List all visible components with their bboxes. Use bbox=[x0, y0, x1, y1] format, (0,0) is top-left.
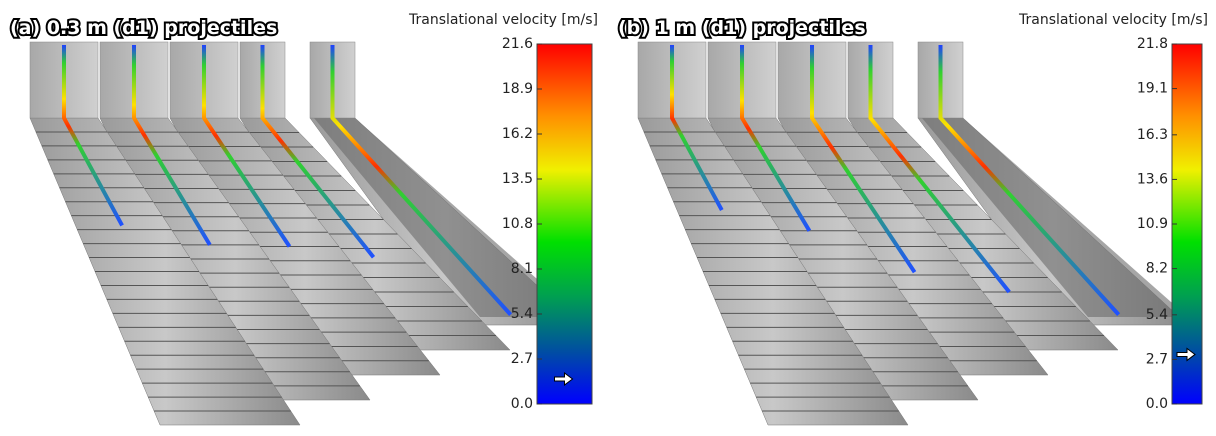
colorbar-tick-label: 18.9 bbox=[502, 81, 533, 97]
colorbar-tick-label: 8.2 bbox=[1146, 261, 1168, 277]
colorbar-tick-label: 16.3 bbox=[1137, 127, 1168, 143]
colorbar-tick-label: 19.1 bbox=[1137, 81, 1168, 97]
trajectory bbox=[202, 45, 292, 248]
trajectory bbox=[810, 45, 917, 274]
velocity-marker bbox=[554, 372, 574, 386]
colorbar-tick-label: 5.4 bbox=[1146, 307, 1168, 323]
colorbar-tick-label: 10.8 bbox=[502, 216, 533, 232]
colorbar-tick-label: 8.1 bbox=[511, 261, 533, 277]
colorbar-tick-label: 2.7 bbox=[1146, 351, 1168, 367]
colorbar-tick-label: 16.2 bbox=[502, 126, 533, 142]
velocity-marker bbox=[1176, 347, 1196, 362]
panel-title: (b) 1 m (d1) projectiles bbox=[618, 17, 866, 39]
colorbar-tick-label: 0.0 bbox=[511, 396, 533, 412]
ramp-dark bbox=[314, 118, 580, 317]
trajectory bbox=[670, 45, 724, 212]
colorbar-tick-label: 13.6 bbox=[1137, 171, 1168, 187]
colorbar-label: Translational velocity [m/s] bbox=[1018, 12, 1208, 28]
trajectory bbox=[330, 45, 513, 316]
colorbar-label: Translational velocity [m/s] bbox=[408, 12, 598, 28]
trajectory bbox=[740, 45, 812, 232]
trajectory bbox=[260, 45, 376, 259]
colorbar-tick-label: 10.9 bbox=[1137, 216, 1168, 232]
colorbar-tick-label: 0.0 bbox=[1146, 396, 1168, 412]
panel: (b) 1 m (d1) projectiles Translational ve… bbox=[616, 12, 1208, 426]
ramp-dark bbox=[922, 118, 1188, 317]
trajectory bbox=[938, 45, 1121, 316]
colorbar-tick-label: 21.6 bbox=[502, 36, 533, 52]
trajectory bbox=[868, 45, 1011, 294]
trajectory bbox=[132, 45, 212, 246]
colorbar-tick-label: 13.5 bbox=[502, 171, 533, 187]
colorbar bbox=[536, 43, 593, 405]
panel: (a) 0.3 m (d1) projectiles Translational … bbox=[8, 12, 598, 426]
colorbar-tick-label: 21.8 bbox=[1137, 36, 1168, 52]
trajectory bbox=[62, 45, 124, 227]
panel-title: (a) 0.3 m (d1) projectiles bbox=[10, 17, 277, 39]
colorbar-tick-label: 5.4 bbox=[511, 306, 533, 322]
colorbar-tick-label: 2.7 bbox=[511, 351, 533, 367]
